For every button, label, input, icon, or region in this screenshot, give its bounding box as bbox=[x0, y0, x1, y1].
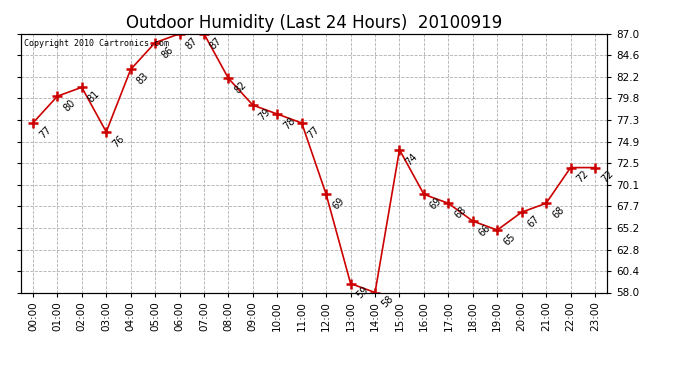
Text: Copyright 2010 Cartronics.com: Copyright 2010 Cartronics.com bbox=[23, 39, 168, 48]
Text: 76: 76 bbox=[110, 134, 126, 149]
Text: 83: 83 bbox=[135, 71, 150, 87]
Text: 69: 69 bbox=[428, 196, 444, 211]
Text: 59: 59 bbox=[355, 285, 371, 301]
Text: 87: 87 bbox=[184, 35, 199, 51]
Text: 69: 69 bbox=[331, 196, 346, 211]
Text: 78: 78 bbox=[282, 116, 297, 131]
Text: 66: 66 bbox=[477, 223, 493, 238]
Text: 68: 68 bbox=[453, 205, 469, 220]
Text: 82: 82 bbox=[233, 80, 248, 96]
Text: 72: 72 bbox=[575, 169, 591, 185]
Text: 87: 87 bbox=[208, 35, 224, 51]
Text: 67: 67 bbox=[526, 214, 542, 230]
Text: 58: 58 bbox=[380, 294, 395, 310]
Title: Outdoor Humidity (Last 24 Hours)  20100919: Outdoor Humidity (Last 24 Hours) 2010091… bbox=[126, 14, 502, 32]
Text: 68: 68 bbox=[550, 205, 566, 220]
Text: 80: 80 bbox=[61, 98, 77, 114]
Text: 77: 77 bbox=[306, 124, 322, 140]
Text: 77: 77 bbox=[37, 124, 53, 140]
Text: 79: 79 bbox=[257, 106, 273, 122]
Text: 81: 81 bbox=[86, 89, 101, 105]
Text: 74: 74 bbox=[404, 151, 420, 167]
Text: 65: 65 bbox=[502, 231, 518, 248]
Text: 72: 72 bbox=[599, 169, 615, 185]
Text: 86: 86 bbox=[159, 44, 175, 60]
